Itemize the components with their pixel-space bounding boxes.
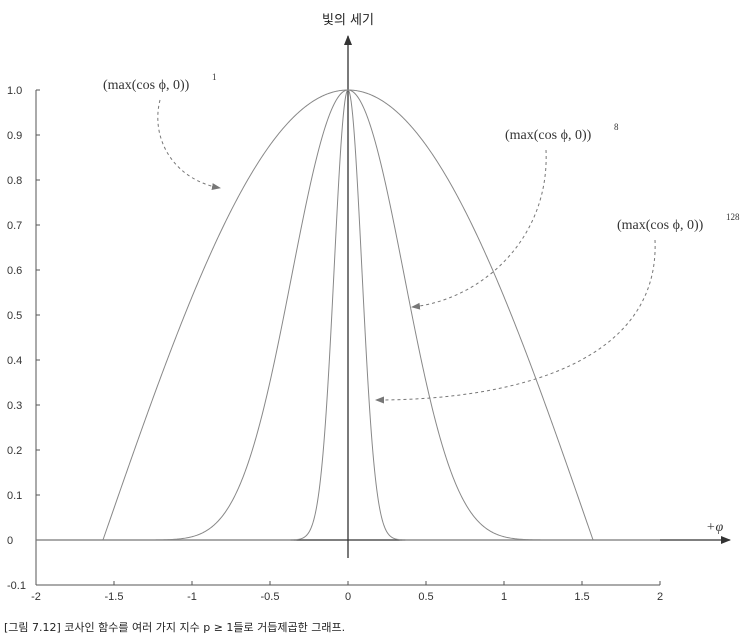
y-tick-label: 0.9: [7, 130, 22, 142]
y-tick-label: -0.1: [7, 580, 26, 592]
annotation-p1-arrow: [157, 99, 221, 191]
annotation-p1-sup: 1: [212, 72, 217, 82]
annotation-p128-arrow: [375, 239, 656, 404]
x-tick-label: -2: [31, 591, 41, 603]
y-axis-label: 빛의 세기: [322, 13, 374, 28]
y-tick-label: 0.1: [7, 490, 22, 502]
annotation-p1-text: (max(cos ϕ, 0)): [103, 78, 190, 93]
y-tick-label: 0.2: [7, 445, 22, 457]
x-axis-label: +φ: [706, 520, 723, 535]
annotation-p8-text: (max(cos ϕ, 0)): [505, 128, 592, 143]
x-tick-label: 1: [501, 591, 507, 603]
curves: [36, 89, 660, 541]
x-tick-label: 1.5: [574, 591, 589, 603]
x-ticks: -2 -1.5 -1 -0.5 0 0.5 1 1.5 2: [31, 581, 663, 603]
x-tick-label: 0: [345, 591, 351, 603]
curve-p128: [36, 89, 660, 541]
y-tick-label: 0.3: [7, 400, 22, 412]
x-tick-label: -0.5: [261, 591, 280, 603]
annotation-p1: (max(cos ϕ, 0)) 1: [103, 72, 217, 93]
x-tick-label: -1: [187, 591, 197, 603]
y-tick-label: 0.5: [7, 310, 22, 322]
x-tick-label: -1.5: [105, 591, 124, 603]
annotation-p128-sup: 128: [726, 212, 740, 222]
annotation-p128: (max(cos ϕ, 0)) 128: [617, 212, 740, 233]
annotation-p8: (max(cos ϕ, 0)) 8: [505, 122, 619, 143]
x-tick-label: 0.5: [418, 591, 433, 603]
figure-caption: [그림 7.12] 코사인 함수를 여러 가지 지수 p ≥ 1들로 거듭제곱한…: [4, 621, 346, 634]
y-tick-label: 1.0: [7, 85, 22, 97]
y-tick-label: 0.8: [7, 175, 22, 187]
x-tick-label: 2: [657, 591, 663, 603]
annotation-p8-sup: 8: [614, 122, 619, 132]
y-tick-label: 0.4: [7, 355, 22, 367]
y-tick-label: 0.7: [7, 220, 22, 232]
annotation-p8-arrow: [411, 149, 547, 310]
y-ticks: 1.0 0.9 0.8 0.7 0.6 0.5 0.4 0.3 0.2 0.1 0 -0.1: [7, 85, 40, 592]
y-tick-label: 0: [7, 535, 13, 547]
y-tick-label: 0.6: [7, 265, 22, 277]
annotation-p128-text: (max(cos ϕ, 0)): [617, 218, 704, 233]
